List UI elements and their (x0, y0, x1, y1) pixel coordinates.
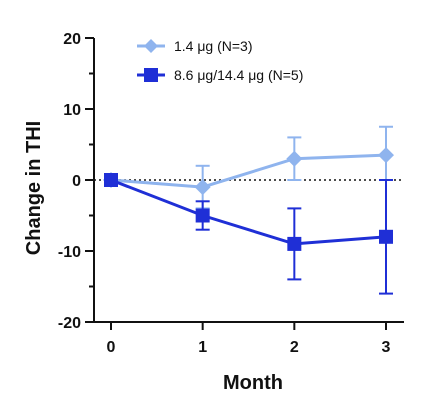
y-tick-label: 10 (63, 102, 81, 119)
legend: 1.4 μg (N=3) 8.6 μg/14.4 μg (N=5) (137, 38, 303, 83)
data-point-diamond (194, 179, 211, 196)
data-point-square (379, 229, 393, 244)
data-point-square (104, 173, 118, 187)
x-tick-label: 0 (107, 339, 116, 356)
data-point-diamond (378, 147, 394, 164)
data-series (103, 125, 394, 295)
y-axis-title: Change in THI (23, 121, 45, 255)
y-tick-label: 20 (63, 31, 81, 48)
data-point-square (195, 208, 210, 223)
legend-label: 1.4 μg (N=3) (174, 38, 253, 54)
y-tick-label: 0 (72, 173, 81, 190)
data-point-square (287, 236, 302, 251)
legend-marker-square (144, 68, 158, 82)
series-1 (103, 125, 394, 210)
y-tick-label: -10 (58, 244, 81, 261)
x-tick-label: 2 (290, 339, 299, 356)
y-tick-label: -20 (58, 315, 81, 332)
series-2 (104, 173, 393, 295)
legend-marker-diamond (144, 39, 158, 53)
series-line (110, 153, 387, 189)
data-point-diamond (286, 150, 303, 167)
x-axis-title: Month (223, 372, 283, 394)
legend-label: 8.6 μg/14.4 μg (N=5) (174, 67, 303, 83)
axis-ticks: 20 10 0 -10 -20 0 1 2 3 (58, 31, 391, 356)
series-line (110, 178, 387, 246)
x-tick-label: 3 (382, 339, 391, 356)
x-tick-label: 1 (198, 339, 207, 356)
